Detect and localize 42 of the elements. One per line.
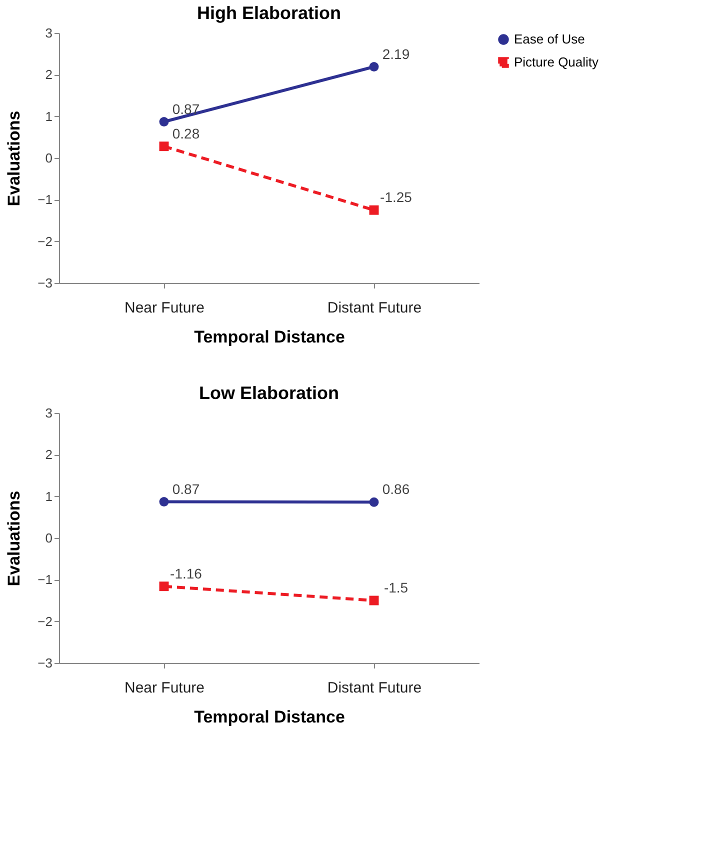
data-label: -1.5	[384, 580, 408, 596]
y-tick-label: −3	[38, 276, 52, 290]
x-tick-label: Near Future	[124, 300, 205, 316]
data-label: 0.86	[382, 481, 410, 498]
y-tick-label: 0	[45, 530, 52, 546]
chart-title: Low Elaboration	[198, 383, 340, 403]
data-label: -1.25	[380, 189, 412, 206]
y-tick-label: −1	[38, 192, 52, 208]
y-tick-label: 2	[45, 67, 52, 82]
point	[159, 582, 169, 592]
y-tick-label: −3	[38, 656, 52, 670]
point	[369, 497, 379, 507]
point	[159, 497, 169, 506]
x-tick-label: Distant Future	[327, 680, 422, 696]
point	[159, 117, 169, 126]
y-tick-label: 1	[45, 488, 52, 504]
legend-label: Ease of Use	[514, 32, 585, 46]
x-axis-title: Temporal Distance	[194, 708, 345, 726]
data-label: 0.87	[172, 480, 200, 497]
data-label: -1.16	[170, 565, 202, 582]
y-tick-label: −2	[38, 234, 52, 249]
x-tick-label: Distant Future	[327, 300, 422, 316]
y-tick-label: 3	[45, 26, 52, 40]
legend-label: Picture Quality	[514, 54, 600, 70]
point	[369, 205, 379, 215]
point	[369, 596, 379, 606]
data-label: 0.87	[172, 100, 200, 117]
x-tick-label: Near Future	[124, 680, 205, 696]
y-tick-label: 2	[45, 447, 52, 462]
data-label: 2.19	[382, 46, 410, 62]
y-tick-label: 3	[45, 406, 52, 420]
y-tick-label: −1	[38, 572, 52, 588]
data-label: 0.28	[172, 125, 200, 142]
y-tick-label: 1	[45, 108, 52, 124]
point	[159, 142, 169, 152]
point	[369, 62, 379, 72]
x-axis-title: Temporal Distance	[194, 328, 345, 346]
y-tick-label: −2	[38, 614, 52, 629]
chart-title: High Elaboration	[197, 3, 341, 23]
y-axis-title: Evaluations	[4, 110, 24, 206]
y-tick-label: 0	[45, 150, 52, 166]
y-axis-title: Evaluations	[4, 490, 24, 586]
